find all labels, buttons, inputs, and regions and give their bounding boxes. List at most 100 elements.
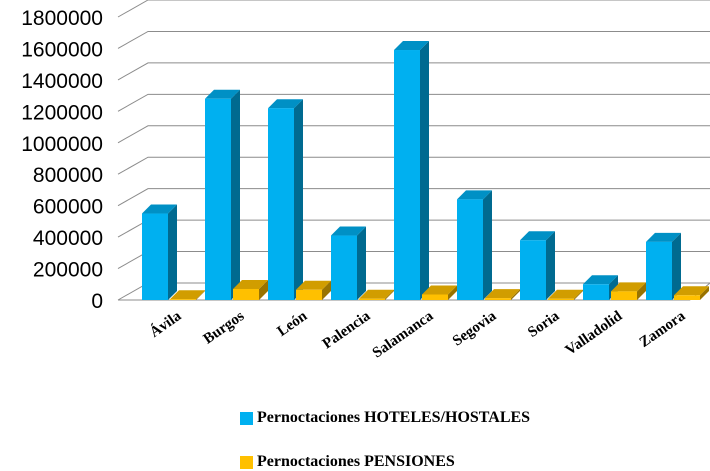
bar-top — [422, 285, 457, 295]
bar-front — [205, 98, 231, 300]
y-tick-label: 1600000 — [21, 38, 103, 61]
legend-label-pensiones: Pernoctaciones PENSIONES — [257, 453, 455, 470]
bar-front — [548, 298, 574, 300]
bar-side — [574, 289, 583, 300]
bar-hoteles — [331, 226, 366, 300]
y-tick-label: 800000 — [33, 164, 103, 187]
x-tick-label: Valladolid — [563, 308, 626, 359]
x-tick-label: Segovia — [450, 308, 500, 350]
bar-hoteles — [457, 190, 492, 300]
legend-item-pensiones: Pernoctaciones PENSIONES — [240, 453, 700, 471]
legend-swatch-hoteles — [240, 411, 253, 425]
y-tick-label: 1200000 — [21, 101, 103, 124]
bar-front — [457, 199, 483, 300]
y-tick-label: 0 — [91, 290, 103, 313]
x-tick-label: Ávila — [147, 307, 185, 341]
bar-front — [170, 299, 196, 300]
bar-hoteles — [520, 231, 555, 300]
bar-top — [142, 204, 177, 214]
bar-side — [672, 232, 681, 300]
bar-side — [546, 231, 555, 300]
gridline — [117, 93, 710, 112]
bar-side — [168, 204, 177, 300]
y-tick-label: 1800000 — [21, 7, 103, 30]
bar-top — [457, 190, 492, 200]
bar-side — [511, 289, 520, 300]
bar-front — [296, 289, 322, 300]
bar-top — [583, 275, 618, 285]
bar-hoteles — [268, 99, 303, 300]
bar-front — [233, 288, 259, 300]
bar-top — [331, 226, 366, 236]
legend-swatch-pensiones — [240, 455, 253, 469]
y-tick-label: 200000 — [33, 259, 103, 282]
bar-top — [485, 289, 520, 299]
bar-top — [296, 280, 331, 290]
bar-side — [483, 190, 492, 300]
bar-side — [231, 89, 240, 300]
bar-top — [611, 282, 646, 292]
bar-top — [268, 99, 303, 109]
y-tick-label: 1400000 — [21, 70, 103, 93]
bar-front — [268, 108, 294, 300]
gridline — [117, 0, 710, 18]
bar-side — [259, 279, 268, 300]
bar-side — [420, 41, 429, 301]
bar-pensiones — [674, 286, 709, 300]
bar-top — [233, 279, 268, 289]
bar-pensiones — [422, 285, 457, 300]
bar-hoteles — [394, 41, 429, 301]
bar-front — [142, 213, 168, 300]
bar-side — [448, 285, 457, 300]
bars — [142, 41, 709, 301]
bar-hoteles — [646, 232, 681, 300]
bar-front — [331, 235, 357, 300]
bar-side — [294, 99, 303, 300]
bar-front — [520, 240, 546, 300]
bar-top — [646, 232, 681, 242]
y-tick-label: 1000000 — [21, 133, 103, 156]
x-tick-label: León — [274, 308, 310, 340]
bar-top — [359, 289, 394, 299]
gridline — [117, 156, 710, 175]
bar-hoteles — [142, 204, 177, 300]
y-tick-label: 400000 — [33, 227, 103, 250]
bar-top — [394, 41, 429, 51]
bar-pensiones — [548, 289, 583, 300]
bar-front — [583, 284, 609, 300]
bar-top — [548, 289, 583, 299]
x-tick-label: Zamora — [637, 308, 689, 351]
gridline — [117, 125, 710, 144]
bar-top — [205, 89, 240, 99]
y-tick-label: 600000 — [33, 196, 103, 219]
bar-front — [646, 241, 672, 300]
bar-side — [322, 280, 331, 300]
x-tick-label: Soria — [525, 308, 563, 341]
bar-side — [637, 282, 646, 300]
bar-side — [357, 226, 366, 300]
y-axis-tick-labels: 0 200000 400000 600000 800000 1000000 1200000 1… — [21, 7, 103, 313]
bar-top — [170, 290, 205, 300]
bar-top — [520, 231, 555, 241]
bar-front — [674, 295, 700, 300]
bar-front — [485, 298, 511, 300]
bar-front — [422, 294, 448, 300]
x-tick-label: Palencia — [320, 308, 374, 352]
bar-pensiones — [233, 279, 268, 300]
bar-pensiones — [359, 289, 394, 300]
x-tick-label: Burgos — [201, 308, 248, 347]
legend-label-hoteles: Pernoctaciones HOTELES/HOSTALES — [257, 409, 531, 426]
bar-hoteles — [205, 89, 240, 300]
bar-side — [385, 289, 394, 300]
bar-pensiones — [170, 290, 205, 300]
gridline — [117, 30, 710, 49]
bar-front — [359, 298, 385, 300]
x-tick-label: Salamanca — [370, 308, 437, 362]
bar-front — [394, 50, 420, 301]
bar-side — [196, 290, 205, 300]
bar-pensiones — [485, 289, 520, 300]
gridline — [117, 62, 710, 81]
gridline — [117, 188, 710, 207]
